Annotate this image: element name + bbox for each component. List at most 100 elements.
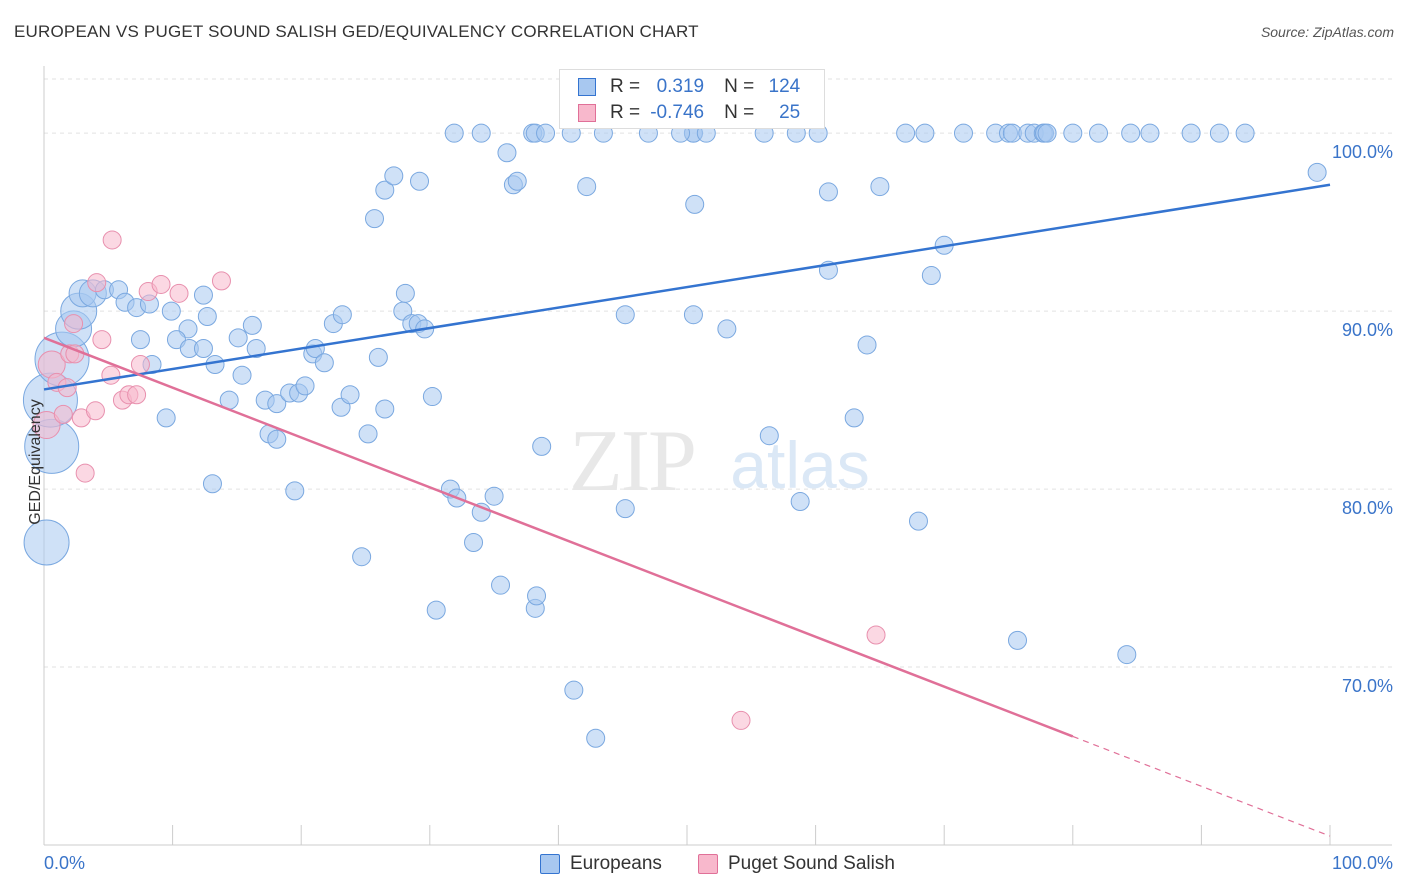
- europeans-point: [246, 339, 266, 359]
- europeans-point: [197, 306, 217, 326]
- europeans-point: [267, 394, 287, 414]
- puget-sound-salish-point: [102, 230, 122, 250]
- europeans-point: [295, 376, 315, 396]
- europeans-point: [444, 123, 464, 143]
- europeans-point: [536, 123, 556, 143]
- puget-legend-label: Puget Sound Salish: [728, 853, 895, 874]
- puget-sound-salish-point: [211, 271, 231, 291]
- europeans-point: [426, 600, 446, 620]
- watermark-atlas: atlas: [730, 428, 869, 502]
- europeans-point: [870, 177, 890, 197]
- europeans-legend-label: Europeans: [570, 853, 662, 874]
- europeans-point: [896, 123, 916, 143]
- bottom-legend-europeans: Europeans: [540, 851, 662, 877]
- europeans-point: [759, 426, 779, 446]
- europeans-point: [915, 123, 935, 143]
- europeans-point: [232, 365, 252, 385]
- europeans-point: [908, 511, 928, 531]
- europeans-point: [340, 385, 360, 405]
- y-tick-labels: 100.0% 90.0% 80.0% 70.0%: [1332, 142, 1393, 696]
- axes: [43, 66, 1392, 846]
- europeans-point: [615, 499, 635, 519]
- legend-row-europeans: R = 0.319 N = 124: [560, 74, 800, 100]
- europeans-point: [683, 305, 703, 325]
- europeans-point: [395, 283, 415, 303]
- europeans-point: [156, 408, 176, 428]
- x-tick-label: 0.0%: [44, 853, 85, 873]
- puget-sound-salish-point: [64, 314, 84, 334]
- europeans-point: [577, 177, 597, 197]
- watermark-zip: ZIP: [569, 413, 695, 510]
- europeans-point: [368, 347, 388, 367]
- europeans-point: [375, 180, 395, 200]
- europeans-point: [365, 209, 385, 229]
- puget-sound-salish-point: [866, 625, 886, 645]
- europeans-point: [193, 339, 213, 359]
- europeans-point: [484, 486, 504, 506]
- puget-sound-salish-point: [53, 404, 73, 424]
- europeans-point: [1181, 123, 1201, 143]
- europeans-point: [464, 532, 484, 552]
- europeans-point: [375, 399, 395, 419]
- europeans-point: [1140, 123, 1160, 143]
- europeans-point: [818, 182, 838, 202]
- europeans-point: [1235, 123, 1255, 143]
- europeans-point: [586, 728, 606, 748]
- europeans-point: [685, 194, 705, 214]
- correlation-legend: R = 0.319 N = 124 R = -0.746 N = 25: [559, 69, 825, 129]
- puget-sound-salish-point: [101, 365, 121, 385]
- europeans-point: [1063, 123, 1083, 143]
- europeans-point: [1307, 162, 1327, 182]
- europeans-r-value: 0.319: [656, 76, 705, 97]
- europeans-point: [410, 171, 430, 191]
- europeans-point: [358, 424, 378, 444]
- europeans-point: [1209, 123, 1229, 143]
- puget-sound-salish-point: [32, 411, 61, 440]
- europeans-point: [332, 305, 352, 325]
- europeans-point: [1117, 645, 1137, 665]
- puget-sound-salish-point: [169, 283, 189, 303]
- europeans-point: [130, 330, 150, 350]
- y-tick-label: 100.0%: [1332, 142, 1393, 162]
- europeans-point: [384, 166, 404, 186]
- europeans-point: [161, 301, 181, 321]
- europeans-point: [857, 335, 877, 355]
- europeans-legend-swatch: [540, 854, 560, 874]
- europeans-point: [1089, 123, 1109, 143]
- europeans-point: [497, 143, 517, 163]
- europeans-point: [1037, 123, 1057, 143]
- puget-sound-salish-trend-extension: [1072, 735, 1331, 837]
- puget-sound-salish-point: [75, 463, 95, 483]
- source-label: Source: ZipAtlas.com: [1260, 24, 1394, 40]
- y-tick-label: 70.0%: [1342, 676, 1393, 696]
- europeans-n-value: 124: [768, 76, 801, 97]
- europeans-point: [267, 429, 287, 449]
- europeans-point: [532, 436, 552, 456]
- y-axis-label: GED/Equivalency: [27, 399, 44, 525]
- europeans-point: [242, 315, 262, 335]
- europeans-point: [1121, 123, 1141, 143]
- x-tick-labels: 0.0% 100.0%: [44, 853, 1393, 873]
- europeans-point: [1008, 630, 1028, 650]
- europeans-point: [314, 353, 334, 373]
- n-label: N =: [724, 76, 755, 97]
- europeans-point: [23, 519, 70, 566]
- legend-row-puget-sound-salish: R = -0.746 N = 25: [560, 100, 800, 126]
- europeans-point: [352, 547, 372, 567]
- bottom-legend-puget-sound-salish: Puget Sound Salish: [698, 851, 895, 877]
- puget-r-value: -0.746: [650, 102, 705, 123]
- puget-sound-salish-swatch: [578, 104, 596, 122]
- europeans-point: [844, 408, 864, 428]
- puget-legend-swatch: [698, 854, 718, 874]
- europeans-point: [202, 474, 222, 494]
- europeans-point: [422, 387, 442, 407]
- puget-sound-salish-point: [127, 385, 147, 405]
- n-label: N =: [724, 102, 755, 123]
- europeans-point: [921, 266, 941, 286]
- europeans-point: [564, 680, 584, 700]
- x-tick-label: 100.0%: [1332, 853, 1393, 873]
- europeans-point: [193, 285, 213, 305]
- puget-sound-salish-point: [92, 330, 112, 350]
- europeans-point: [471, 123, 491, 143]
- europeans-point: [717, 319, 737, 339]
